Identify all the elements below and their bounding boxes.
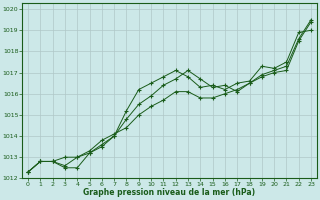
X-axis label: Graphe pression niveau de la mer (hPa): Graphe pression niveau de la mer (hPa) [84,188,256,197]
